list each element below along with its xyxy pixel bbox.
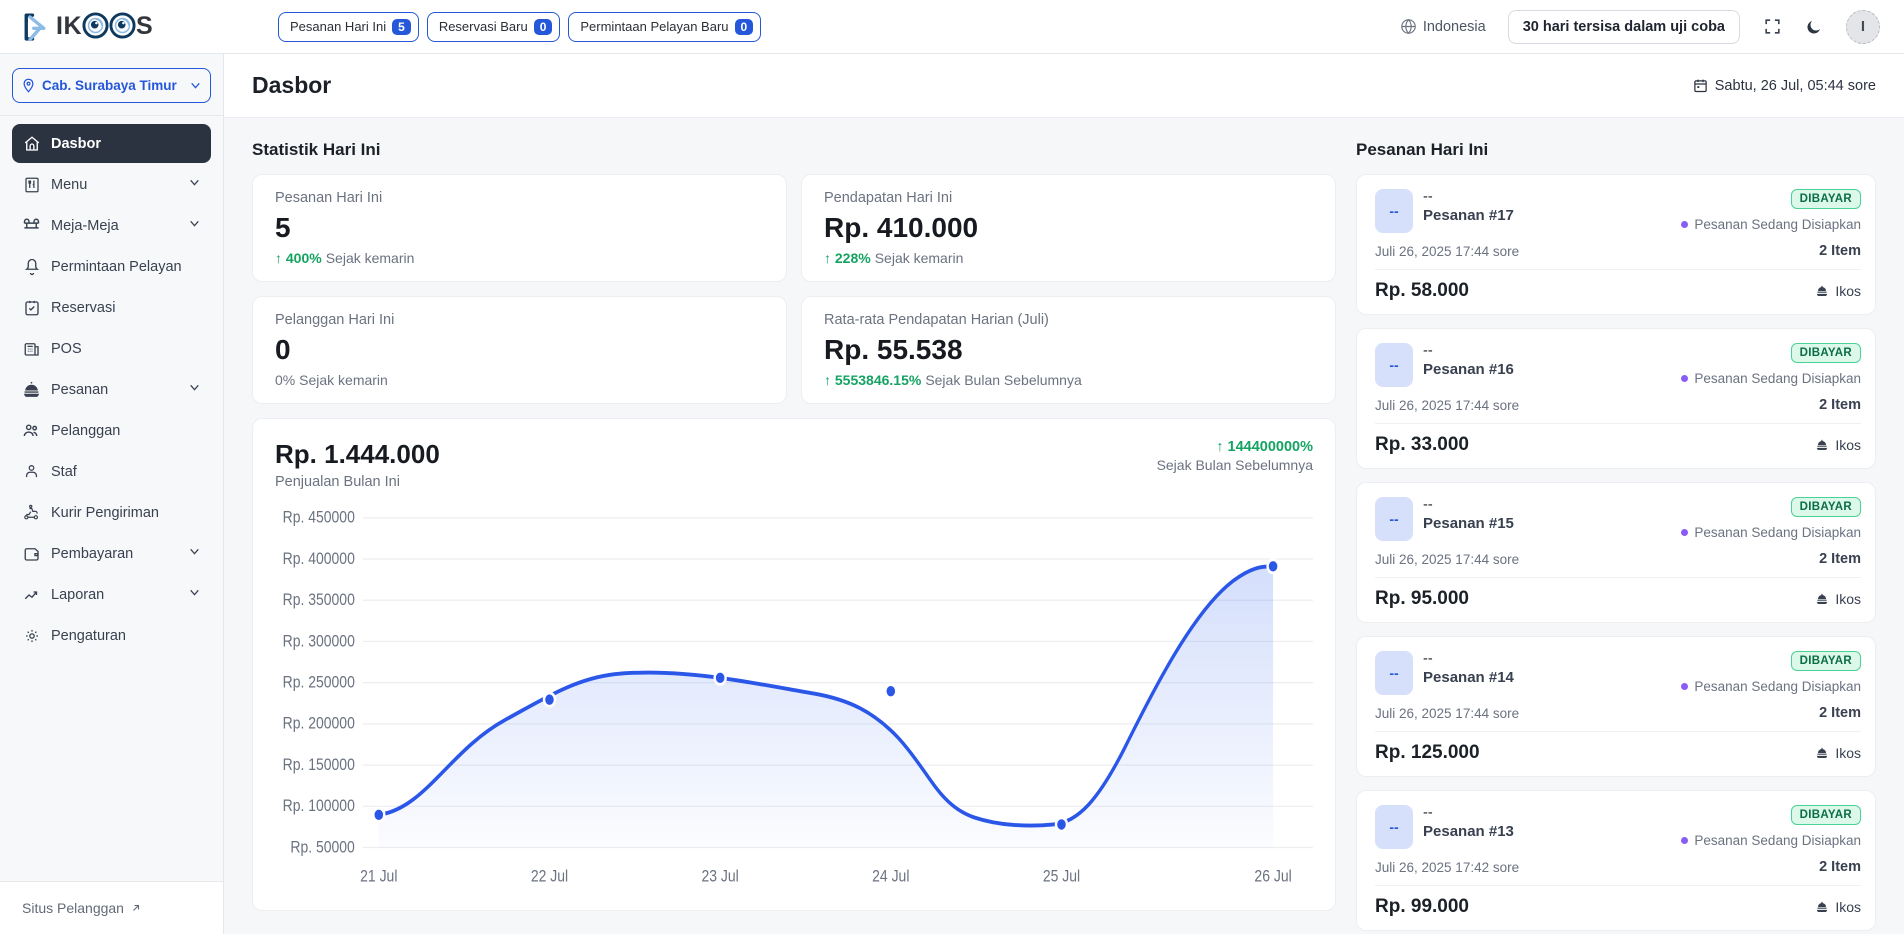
- svg-text:25 Jul: 25 Jul: [1043, 867, 1080, 886]
- svg-text:Rp. 50000: Rp. 50000: [290, 838, 355, 857]
- svg-text:23 Jul: 23 Jul: [702, 867, 739, 886]
- svg-text:21 Jul: 21 Jul: [360, 867, 397, 886]
- svg-text:Rp. 250000: Rp. 250000: [283, 673, 356, 692]
- svg-text:26 Jul: 26 Jul: [1254, 867, 1291, 886]
- svg-text:Rp. 450000: Rp. 450000: [283, 508, 356, 527]
- svg-text:Rp. 400000: Rp. 400000: [283, 550, 356, 569]
- svg-text:24 Jul: 24 Jul: [872, 867, 909, 886]
- svg-text:Rp. 350000: Rp. 350000: [283, 591, 356, 610]
- svg-text:Rp. 200000: Rp. 200000: [283, 715, 356, 734]
- svg-text:22 Jul: 22 Jul: [531, 867, 568, 886]
- svg-text:Rp. 100000: Rp. 100000: [283, 797, 356, 816]
- svg-text:Rp. 150000: Rp. 150000: [283, 756, 356, 775]
- svg-text:Rp. 300000: Rp. 300000: [283, 632, 356, 651]
